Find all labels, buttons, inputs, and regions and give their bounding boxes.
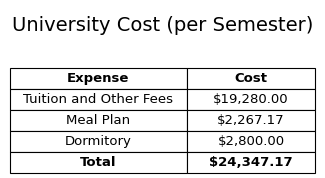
Bar	[10, 131, 187, 152]
Bar	[10, 68, 187, 89]
Text: $2,800.00: $2,800.00	[217, 135, 285, 148]
Text: Expense: Expense	[67, 72, 129, 85]
Bar	[10, 110, 187, 131]
Text: Tuition and Other Fees: Tuition and Other Fees	[23, 93, 173, 106]
Text: $2,267.17: $2,267.17	[217, 114, 285, 127]
Text: Meal Plan: Meal Plan	[66, 114, 130, 127]
Bar	[187, 110, 315, 131]
Bar	[187, 89, 315, 110]
Bar	[187, 131, 315, 152]
Bar	[10, 152, 187, 173]
Text: Dormitory: Dormitory	[65, 135, 132, 148]
Text: University Cost (per Semester): University Cost (per Semester)	[12, 16, 313, 35]
Text: $24,347.17: $24,347.17	[209, 156, 293, 169]
Bar	[187, 68, 315, 89]
Bar	[187, 152, 315, 173]
Text: Total: Total	[80, 156, 117, 169]
Text: $19,280.00: $19,280.00	[213, 93, 289, 106]
Text: Cost: Cost	[235, 72, 267, 85]
Bar	[10, 89, 187, 110]
